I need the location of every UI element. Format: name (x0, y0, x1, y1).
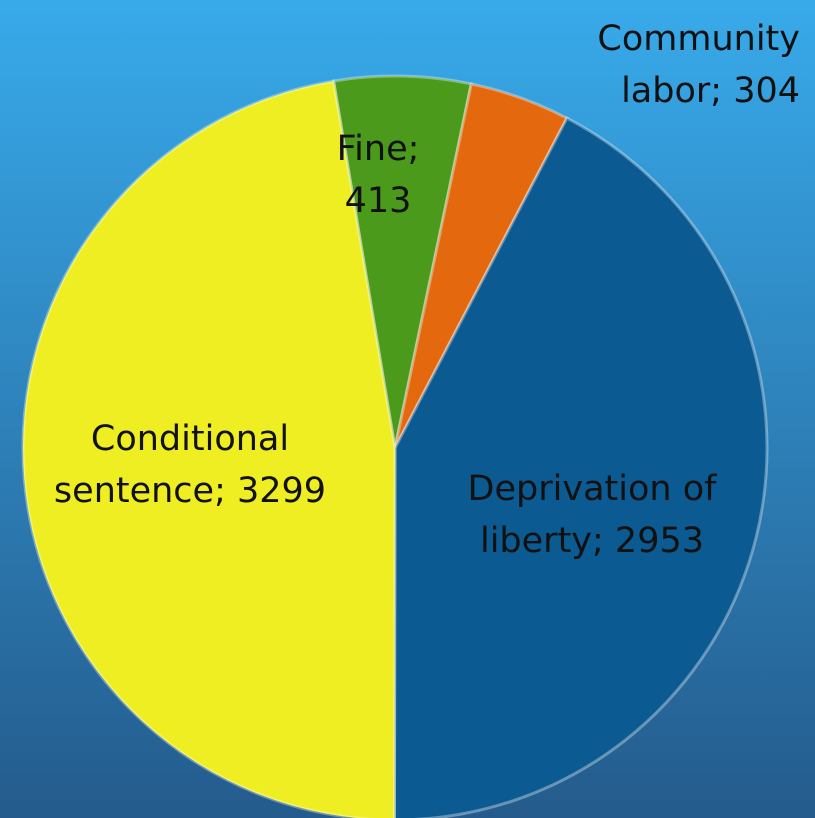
data-label: Community (597, 19, 800, 59)
pie-slice (393, 82, 570, 449)
data-label: Deprivation of (468, 469, 718, 509)
pie-slice (331, 74, 474, 449)
data-label: sentence; 3299 (54, 471, 326, 511)
data-label: 413 (345, 181, 412, 221)
pie-slice (392, 116, 769, 818)
labels: Fine; 413 Community labor; 304 Deprivation o… (54, 19, 800, 561)
data-label: Conditional (91, 419, 289, 459)
data-label: labor; 304 (621, 71, 800, 111)
pie (21, 74, 769, 818)
data-label: Fine; (337, 129, 420, 169)
pie-slice (21, 79, 397, 818)
data-label: liberty; 2953 (480, 521, 704, 561)
